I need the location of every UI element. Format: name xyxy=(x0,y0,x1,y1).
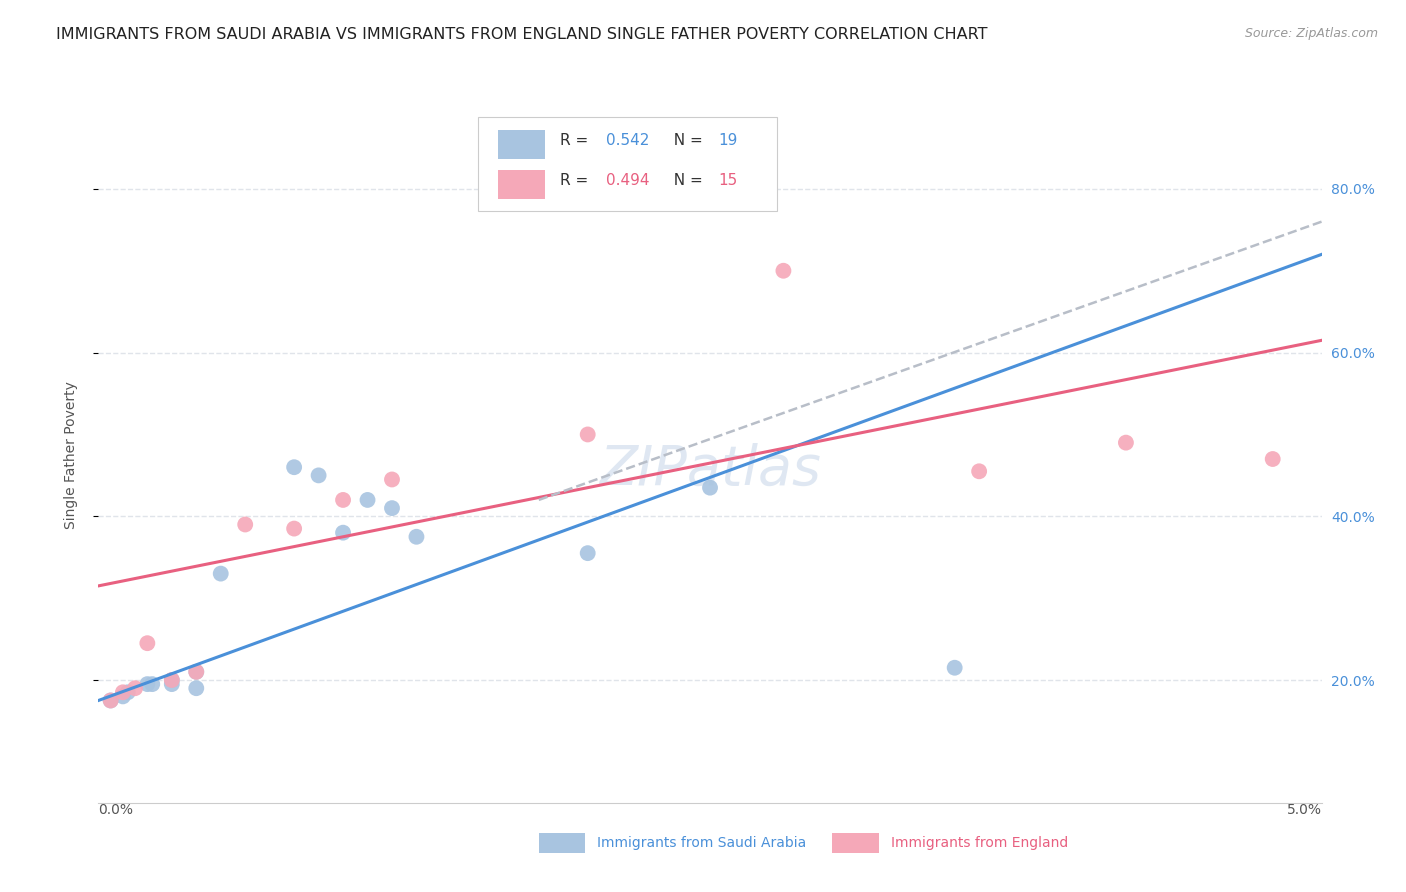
Point xyxy=(160,673,183,687)
Point xyxy=(772,264,794,278)
Point xyxy=(100,693,122,707)
Text: R =: R = xyxy=(560,173,593,188)
Point xyxy=(1261,452,1284,467)
Point xyxy=(332,525,354,540)
Point xyxy=(136,677,159,691)
Point xyxy=(356,492,378,507)
Text: Immigrants from England: Immigrants from England xyxy=(891,836,1069,850)
Point xyxy=(381,473,404,487)
Point xyxy=(283,522,305,536)
Point xyxy=(141,677,163,691)
Point xyxy=(332,492,354,507)
Point xyxy=(699,481,721,495)
Text: 19: 19 xyxy=(718,134,738,148)
Point xyxy=(405,530,427,544)
Point xyxy=(186,665,208,679)
Point xyxy=(283,460,305,475)
Point xyxy=(308,468,330,483)
Text: 0.494: 0.494 xyxy=(606,173,650,188)
Text: R =: R = xyxy=(560,134,593,148)
FancyBboxPatch shape xyxy=(478,118,778,211)
Bar xyxy=(498,170,546,199)
Text: Source: ZipAtlas.com: Source: ZipAtlas.com xyxy=(1244,27,1378,40)
Point xyxy=(233,517,256,532)
Point xyxy=(186,681,208,696)
Point xyxy=(576,546,599,560)
Text: 5.0%: 5.0% xyxy=(1286,803,1322,817)
Text: Immigrants from Saudi Arabia: Immigrants from Saudi Arabia xyxy=(598,836,807,850)
Point xyxy=(117,685,139,699)
Point xyxy=(186,665,208,679)
Bar xyxy=(498,130,546,159)
Text: 15: 15 xyxy=(718,173,738,188)
Point xyxy=(100,693,122,707)
Point xyxy=(209,566,232,581)
Text: ZIPatlas: ZIPatlas xyxy=(599,442,821,495)
Text: 0.0%: 0.0% xyxy=(98,803,134,817)
Point xyxy=(576,427,599,442)
Text: IMMIGRANTS FROM SAUDI ARABIA VS IMMIGRANTS FROM ENGLAND SINGLE FATHER POVERTY CO: IMMIGRANTS FROM SAUDI ARABIA VS IMMIGRAN… xyxy=(56,27,988,42)
Y-axis label: Single Father Poverty: Single Father Poverty xyxy=(63,381,77,529)
Point xyxy=(124,681,146,696)
Point xyxy=(160,677,183,691)
Point xyxy=(136,636,159,650)
Bar xyxy=(832,833,879,853)
Bar xyxy=(538,833,585,853)
Text: N =: N = xyxy=(664,173,707,188)
Point xyxy=(967,464,990,478)
Point xyxy=(160,673,183,687)
Point xyxy=(1115,435,1137,450)
Point xyxy=(111,690,134,704)
Point xyxy=(111,685,134,699)
Text: N =: N = xyxy=(664,134,707,148)
Point xyxy=(943,661,966,675)
Text: 0.542: 0.542 xyxy=(606,134,650,148)
Point xyxy=(381,501,404,516)
